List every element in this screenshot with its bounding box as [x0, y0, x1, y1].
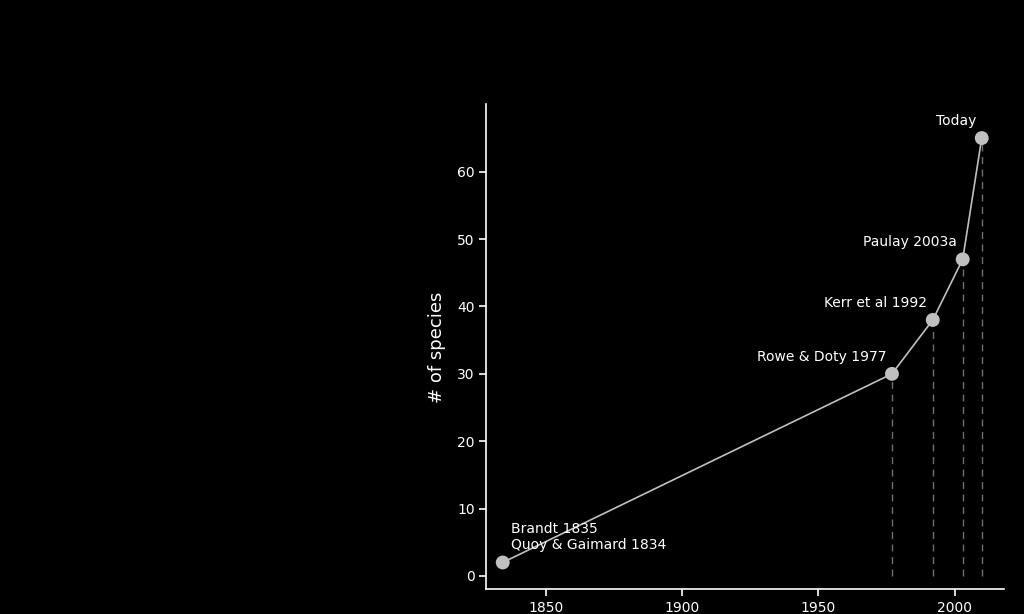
Point — [884, 369, 900, 379]
Point — [495, 558, 511, 567]
Point — [974, 133, 990, 143]
Text: Today: Today — [936, 114, 976, 128]
Text: Kerr et al 1992: Kerr et al 1992 — [824, 296, 928, 310]
Text: Paulay 2003a: Paulay 2003a — [863, 235, 957, 249]
Y-axis label: # of species: # of species — [428, 291, 445, 403]
Point — [954, 254, 971, 264]
Text: Rowe & Doty 1977: Rowe & Doty 1977 — [757, 350, 887, 363]
Point — [925, 315, 941, 325]
Text: Brandt 1835
Quoy & Gaimard 1834: Brandt 1835 Quoy & Gaimard 1834 — [511, 522, 667, 553]
